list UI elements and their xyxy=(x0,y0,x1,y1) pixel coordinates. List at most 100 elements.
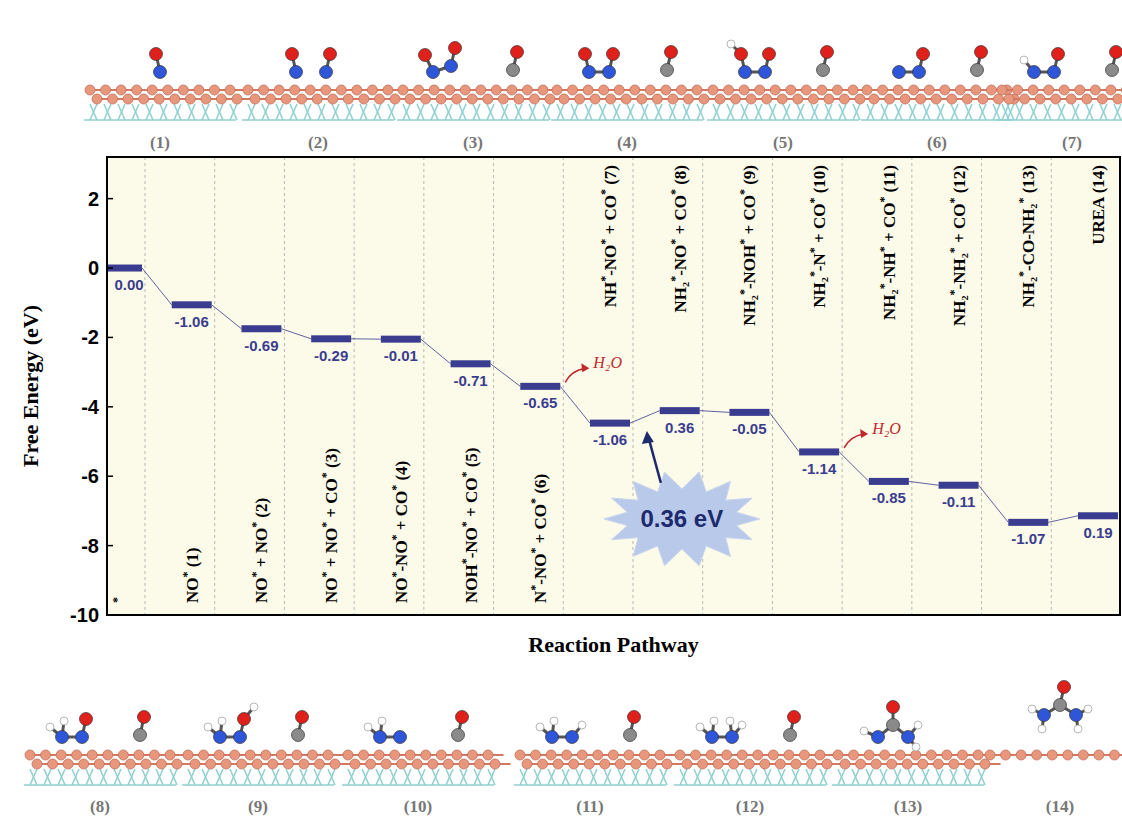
cu-atom xyxy=(755,85,765,95)
superscript: * xyxy=(459,472,473,478)
atom xyxy=(817,64,830,77)
lattice xyxy=(590,769,597,785)
cu-atom xyxy=(784,750,794,760)
atom xyxy=(286,48,299,61)
cu-atom xyxy=(964,759,974,769)
cu-atom xyxy=(85,85,95,95)
lattice xyxy=(996,119,1122,121)
structure-label: (6) xyxy=(927,133,947,152)
lattice xyxy=(272,769,279,785)
lattice xyxy=(1086,104,1093,120)
level-bar xyxy=(1008,519,1048,526)
lattice xyxy=(362,769,369,785)
structure xyxy=(182,703,351,785)
lattice xyxy=(551,119,703,121)
y-tick xyxy=(107,406,113,408)
lattice xyxy=(104,104,111,120)
superscript: * xyxy=(947,198,961,204)
connector xyxy=(421,339,451,364)
cu-atom xyxy=(708,85,718,95)
superscript: * xyxy=(877,283,891,289)
cu-atom xyxy=(986,85,996,95)
lattice xyxy=(170,769,177,785)
cu-atom xyxy=(849,750,859,760)
lattice xyxy=(128,769,135,785)
cu-atom xyxy=(367,85,377,95)
lattice xyxy=(866,769,873,785)
cu-atom xyxy=(170,94,180,104)
lattice xyxy=(557,104,564,120)
lattice xyxy=(576,769,583,785)
cu-atom xyxy=(599,85,609,95)
cu-atom xyxy=(791,759,801,769)
cu-atom xyxy=(445,85,455,95)
superscript: * xyxy=(947,247,961,253)
cu-atom xyxy=(507,85,517,95)
y-tick xyxy=(107,198,113,200)
lattice xyxy=(894,769,901,785)
y-tick-label: 2 xyxy=(88,188,99,210)
cu-atom xyxy=(1044,85,1054,95)
level-bar xyxy=(311,335,351,342)
cu-atom xyxy=(1059,85,1069,95)
atom xyxy=(56,731,69,744)
cu-atom xyxy=(194,85,204,95)
lattice xyxy=(286,769,293,785)
cu-atom xyxy=(1097,94,1107,104)
lattice xyxy=(641,104,648,120)
lattice xyxy=(861,119,1013,121)
cu-atom xyxy=(156,759,166,769)
y-axis-title: Free Energy (eV) xyxy=(18,305,43,467)
lattice xyxy=(683,104,690,120)
category-label: NOH*-NO* + CO* (5) xyxy=(459,447,481,603)
lattice xyxy=(216,104,223,120)
lattice xyxy=(838,769,845,785)
cu-atom xyxy=(266,94,276,104)
cu-atom xyxy=(631,759,641,769)
cu-atom xyxy=(869,94,879,104)
lattice xyxy=(488,769,495,785)
cu-atom xyxy=(817,85,827,95)
cu-atom xyxy=(299,759,309,769)
lattice xyxy=(880,769,887,785)
atom xyxy=(624,729,637,742)
cu-atom xyxy=(955,85,965,95)
superscript: * xyxy=(459,558,473,564)
level-bar xyxy=(520,383,560,390)
lattice xyxy=(1002,104,1009,120)
cu-atom xyxy=(141,759,151,769)
atom xyxy=(1048,66,1061,79)
cu-atom xyxy=(125,759,135,769)
atom xyxy=(735,48,748,61)
cu-atom xyxy=(593,750,603,760)
cu-atom xyxy=(390,750,400,760)
cu-atom xyxy=(801,85,811,95)
cu-atom xyxy=(274,85,284,95)
category-label: NH₂*-NOH* + CO* (9) xyxy=(737,165,759,326)
atom xyxy=(661,64,674,77)
lattice xyxy=(964,769,971,785)
atom xyxy=(1028,66,1041,79)
connector xyxy=(700,411,730,413)
structure-label: (3) xyxy=(463,133,483,152)
cu-atom xyxy=(577,750,587,760)
cu-atom xyxy=(1113,94,1122,104)
lattice xyxy=(755,104,762,120)
lattice xyxy=(156,769,163,785)
data-label: -0.85 xyxy=(872,489,906,506)
atom xyxy=(738,721,746,729)
cu-atom xyxy=(753,750,763,760)
cu-atom xyxy=(307,750,317,760)
connector xyxy=(769,412,799,452)
lattice xyxy=(374,104,381,120)
lattice xyxy=(548,769,555,785)
category-label: NH₂*-NO* + CO* (8) xyxy=(668,165,690,312)
superscript: * xyxy=(1016,198,1030,204)
lattice xyxy=(1114,104,1121,120)
separator xyxy=(354,157,355,615)
y-tick-label: -10 xyxy=(70,604,99,626)
level-bar xyxy=(107,265,142,272)
lattice xyxy=(346,104,353,120)
cu-atom xyxy=(683,94,693,104)
structure-label: (14) xyxy=(1046,797,1074,816)
